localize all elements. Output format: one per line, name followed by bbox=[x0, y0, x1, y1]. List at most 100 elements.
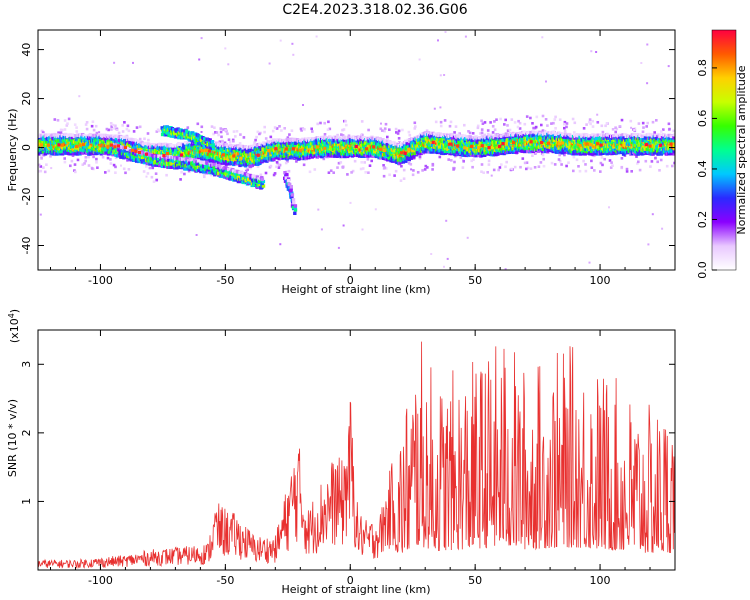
heatmap-cell bbox=[608, 159, 612, 162]
heatmap-cell bbox=[332, 171, 335, 174]
heatmap-cell bbox=[396, 158, 400, 162]
heatmap-cell bbox=[467, 130, 470, 133]
heatmap-cell bbox=[428, 145, 432, 149]
heatmap-cell bbox=[565, 164, 568, 168]
heatmap-cell bbox=[342, 138, 347, 142]
heatmap-cell bbox=[470, 136, 474, 140]
heatmap-cell bbox=[341, 134, 345, 137]
heatmap-cell bbox=[41, 132, 45, 137]
heatmap-cell bbox=[360, 133, 363, 137]
heatmap-cell bbox=[124, 141, 129, 145]
heatmap-cell bbox=[186, 126, 190, 129]
heatmap-cell bbox=[439, 106, 442, 109]
heatmap-cell bbox=[471, 165, 474, 169]
heatmap-cell bbox=[106, 156, 110, 160]
heatmap-cell bbox=[267, 152, 271, 156]
heatmap-cell bbox=[418, 58, 421, 61]
heatmap-cell bbox=[203, 175, 206, 179]
heatmap-cell bbox=[336, 142, 341, 146]
heatmap-cell bbox=[523, 161, 527, 165]
heatmap-cell bbox=[227, 63, 230, 66]
heatmap-cell bbox=[151, 166, 154, 170]
heatmap-cell bbox=[416, 147, 421, 151]
heatmap-cell bbox=[349, 201, 352, 204]
heatmap-cell bbox=[385, 143, 389, 147]
heatmap-cell bbox=[138, 137, 142, 141]
heatmap-cell bbox=[486, 171, 489, 174]
heatmap-cell bbox=[637, 160, 640, 164]
heatmap-cell bbox=[359, 167, 363, 171]
heatmap-cell bbox=[393, 174, 396, 177]
heatmap-cell bbox=[450, 136, 455, 141]
heatmap-cell bbox=[518, 121, 522, 125]
heatmap-cell bbox=[446, 257, 449, 260]
heatmap-cell bbox=[638, 168, 642, 172]
heatmap-cell bbox=[107, 169, 111, 173]
heatmap-cell bbox=[353, 159, 357, 163]
heatmap-cell bbox=[227, 138, 231, 141]
heatmap-cell bbox=[504, 268, 507, 270]
heatmap-cell bbox=[450, 133, 454, 138]
heatmap-cell bbox=[249, 157, 254, 161]
heatmap-cell bbox=[286, 136, 290, 139]
heatmap-cell bbox=[233, 157, 237, 161]
heatmap-cell bbox=[337, 161, 341, 165]
heatmap-cell bbox=[261, 144, 265, 148]
heatmap-cell bbox=[629, 119, 633, 123]
heatmap-cell bbox=[63, 119, 67, 122]
heatmap-cell bbox=[315, 35, 318, 38]
heatmap-cell bbox=[57, 139, 61, 143]
heatmap-cell bbox=[458, 144, 463, 148]
heatmap-cell bbox=[611, 128, 615, 131]
heatmap-cell bbox=[87, 164, 91, 167]
heatmap-cell bbox=[350, 143, 355, 147]
heatmap-cell bbox=[152, 180, 156, 183]
heatmap-cell bbox=[472, 158, 475, 161]
heatmap-cell bbox=[563, 122, 566, 126]
heatmap-cell bbox=[521, 157, 525, 160]
heatmap-cell bbox=[625, 170, 629, 173]
heatmap-cell bbox=[238, 163, 242, 168]
heatmap-cell bbox=[220, 135, 223, 139]
heatmap-cell bbox=[510, 118, 514, 121]
heatmap-cell bbox=[655, 119, 658, 122]
heatmap-cell bbox=[258, 132, 261, 136]
heatmap-cell bbox=[42, 131, 45, 134]
heatmap-cell bbox=[339, 161, 343, 164]
heatmap-cell bbox=[399, 179, 403, 182]
heatmap-cell bbox=[454, 125, 458, 128]
heatmap-cell bbox=[385, 151, 389, 156]
heatmap-cell bbox=[388, 128, 391, 131]
heatmap-cell bbox=[519, 165, 522, 169]
heatmap-cell bbox=[195, 234, 198, 236]
heatmap-cell bbox=[665, 164, 669, 168]
heatmap-cell bbox=[182, 146, 187, 150]
heatmap-cell bbox=[558, 118, 562, 121]
heatmap-cell bbox=[277, 156, 281, 161]
heatmap-cell bbox=[310, 127, 313, 131]
heatmap-cell bbox=[229, 147, 233, 151]
heatmap-cell bbox=[251, 150, 256, 154]
heatmap-cell bbox=[298, 154, 303, 158]
heatmap-cell bbox=[425, 129, 429, 132]
heatmap-cell bbox=[454, 139, 458, 143]
heatmap-cell bbox=[646, 43, 649, 46]
heatmap-cell bbox=[558, 160, 562, 163]
heatmap-cell bbox=[279, 39, 282, 42]
heatmap-cell bbox=[329, 145, 333, 150]
heatmap-cell bbox=[491, 125, 495, 128]
heatmap-cell bbox=[438, 148, 442, 153]
heatmap-cell bbox=[183, 144, 187, 148]
heatmap-cell bbox=[337, 246, 340, 249]
heatmap-cell bbox=[327, 171, 331, 174]
heatmap-cell bbox=[151, 149, 156, 154]
heatmap-cell bbox=[504, 118, 507, 122]
heatmap-cell bbox=[408, 139, 412, 143]
heatmap-cell bbox=[256, 159, 260, 163]
heatmap-cell bbox=[394, 127, 398, 131]
heatmap-cell bbox=[577, 165, 580, 168]
heatmap-cell bbox=[224, 153, 228, 157]
heatmap-cell bbox=[183, 155, 187, 159]
heatmap-cell bbox=[377, 155, 381, 160]
heatmap-cell bbox=[503, 138, 508, 142]
